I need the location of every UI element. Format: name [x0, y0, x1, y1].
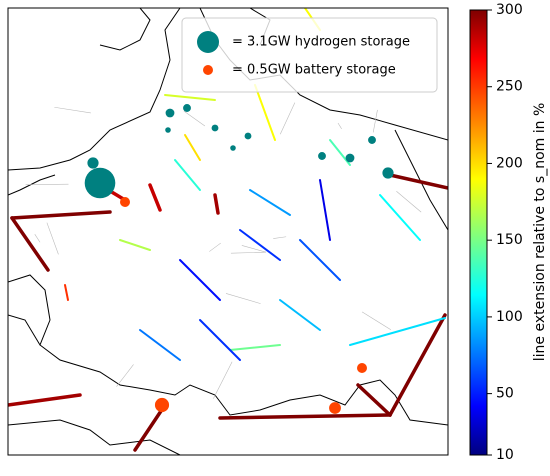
colorbar-tick-label: 150 [496, 232, 523, 248]
hydrogen-storage [85, 168, 116, 199]
battery-storage [329, 402, 341, 414]
hydrogen-storage [318, 152, 326, 160]
legend: = 3.1GW hydrogen storage = 0.5GW battery … [182, 18, 437, 92]
transmission-line [330, 140, 350, 165]
transmission-line [220, 415, 390, 418]
transmission-line [280, 300, 320, 330]
hydrogen-storage [245, 133, 252, 140]
network-line [184, 111, 205, 126]
hydrogen-storage [230, 145, 236, 151]
hydrogen-storage [368, 136, 376, 144]
colorbar-tick-label: 250 [496, 79, 523, 95]
transmission-line [12, 218, 48, 270]
network-line [117, 364, 134, 386]
battery-storage [120, 197, 130, 207]
hydrogen-storage [165, 127, 171, 133]
transmission-line [175, 160, 200, 190]
network-line [47, 223, 59, 255]
network-line [338, 123, 342, 129]
colorbar-tick-label: 200 [496, 155, 523, 171]
transmission-line [200, 320, 240, 360]
network-line [362, 312, 391, 330]
hydrogen-storage [87, 157, 98, 168]
network-line [209, 243, 220, 252]
transmission-line [320, 180, 330, 240]
network-line [54, 107, 90, 113]
colorbar-tick-label: 10 [496, 447, 514, 463]
colorbar-axis: 10 50 100 150 200 250 300 [487, 2, 523, 463]
transmission-line [180, 260, 220, 300]
hydrogen-storage [183, 104, 191, 112]
transmission-line [8, 395, 80, 405]
transmission-line [120, 240, 150, 250]
legend-marker [197, 31, 219, 53]
network-line [396, 191, 421, 212]
transmission-line [230, 345, 280, 350]
network-line [231, 252, 266, 253]
colorbar [470, 10, 487, 455]
transmission-line [12, 212, 110, 218]
hydrogen-storage [382, 167, 393, 178]
transmission-line [255, 85, 275, 140]
battery-storage [357, 363, 367, 373]
hydrogen-storage [166, 109, 175, 118]
network-line [373, 110, 377, 132]
colorbar-tick-label: 300 [496, 2, 523, 18]
legend-marker [203, 65, 213, 75]
legend-label: = 0.5GW battery storage [232, 63, 396, 78]
transmission-line [250, 190, 290, 215]
legend-label: = 3.1GW hydrogen storage [232, 35, 410, 50]
transmission-line [140, 330, 180, 360]
network-line [213, 362, 232, 399]
transmission-line [150, 185, 160, 210]
transmission-line [358, 385, 390, 415]
legend-box [182, 18, 437, 92]
transmission-line [390, 315, 445, 415]
battery-storage [155, 398, 169, 412]
transmission-line [300, 240, 340, 280]
hydrogen-storage [346, 154, 355, 163]
network-line [273, 237, 286, 239]
transmission-line [240, 230, 280, 260]
colorbar-label: line extension relative to s_nom in % [532, 103, 548, 362]
transmission-line [65, 285, 68, 300]
hydrogen-storage [212, 125, 219, 132]
network-line [226, 293, 261, 303]
network-grid [26, 103, 422, 399]
network-line [280, 103, 295, 135]
colorbar-tick-label: 50 [496, 386, 514, 402]
network-line [35, 234, 40, 242]
transmission-line [165, 95, 215, 100]
transmission-line [380, 195, 420, 240]
transmission-line [185, 135, 200, 160]
transmission-line [215, 195, 218, 213]
colorbar-tick-label: 100 [496, 309, 523, 325]
